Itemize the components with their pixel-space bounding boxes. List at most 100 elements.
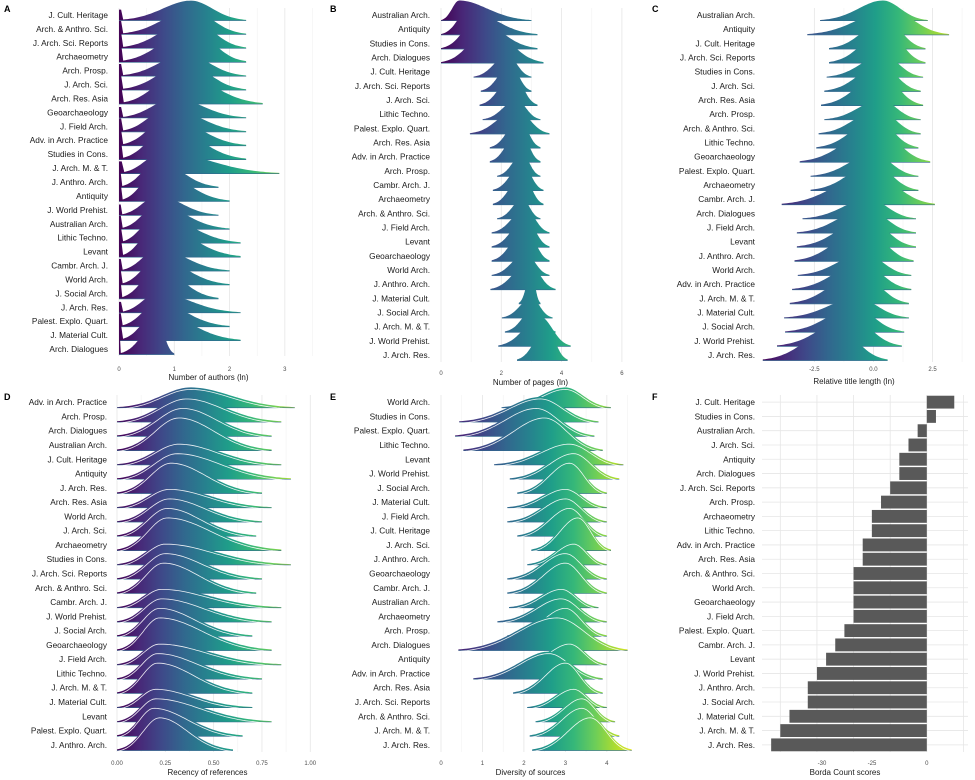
category-label-j-arch-m-t: J. Arch. M. & T.	[51, 683, 107, 693]
ridge-j-cult-heritage	[119, 0, 247, 21]
ridge-median-line	[459, 398, 599, 424]
bar-j-arch-m-t	[780, 724, 927, 738]
bar-adv-in-arch-practice	[862, 538, 927, 552]
category-label-arch-dialogues: Arch. Dialogues	[371, 53, 430, 63]
category-label-cambr-arch-j: Cambr. Arch. J.	[50, 597, 107, 607]
category-label-arch-dialogues: Arch. Dialogues	[48, 426, 107, 436]
category-label-australian-arch: Australian Arch.	[372, 10, 430, 20]
x-tick-label: 4	[560, 371, 564, 377]
ridge-median-line	[116, 562, 257, 595]
panel-letter-f: F	[652, 392, 658, 402]
category-label-j-arch-sci-reports: J. Arch. Sci. Reports	[355, 697, 430, 707]
ridge-median-line	[116, 553, 263, 581]
category-label-australian-arch: Australian Arch.	[697, 10, 755, 20]
ridge-cambr-arch-j	[507, 561, 607, 594]
panel-f-bar-borda: F J. Cult. Heritage Studies in Cons. Austra…	[652, 392, 968, 777]
ridge-median-line	[116, 608, 253, 638]
x-axis-title: Diversity of sources	[496, 768, 566, 777]
category-label-j-social-arch: J. Social Arch.	[377, 483, 430, 493]
ridge-arch-prosp	[824, 99, 921, 120]
x-tick-label: 2	[522, 761, 526, 767]
x-tick-label: 2	[500, 371, 504, 377]
category-label-studies-in-cons: Studies in Cons.	[48, 149, 108, 159]
category-label-j-arch-m-t: J. Arch. M. & T.	[699, 293, 755, 303]
ridge-median-line	[116, 507, 257, 538]
category-label-j-social-arch: J. Social Arch.	[377, 307, 430, 317]
ridge-median-line	[497, 598, 607, 624]
category-label-arch-dialogues: Arch. Dialogues	[696, 469, 755, 479]
category-label-palest-explo-quart: Palest. Explo. Quart.	[679, 626, 755, 636]
category-label-adv-in-arch-practice: Adv. in Arch. Practice	[29, 397, 108, 407]
category-label-j-arch-m-t: J. Arch. M. & T.	[374, 726, 430, 736]
bar-j-material-cult	[789, 709, 927, 723]
ridge-j-cult-heritage	[473, 54, 532, 78]
x-tick-label: 1	[173, 367, 177, 373]
category-label-palest-explo-quart: Palest. Explo. Quart.	[31, 726, 107, 736]
ridge-median-line	[458, 617, 628, 652]
category-label-arch-dialogues: Arch. Dialogues	[371, 640, 430, 650]
category-label-cambr-arch-j: Cambr. Arch. J.	[51, 261, 108, 271]
ridge-median-line	[116, 517, 282, 552]
ridge-median-line	[509, 453, 620, 481]
ridge-lithic-techno	[463, 416, 603, 451]
ridge-cambr-arch-j	[781, 172, 935, 205]
ridge-median-line	[116, 717, 234, 752]
category-label-j-arch-res: J. Arch. Res.	[708, 740, 755, 750]
ridge-median-line	[517, 507, 607, 538]
category-label-j-cult-heritage: J. Cult. Heritage	[371, 67, 431, 77]
category-label-arch-res-asia: Arch. Res. Asia	[51, 93, 108, 103]
x-tick-label: 4	[605, 761, 609, 767]
category-label-palest-explo-quart: Palest. Explo. Quart.	[679, 166, 755, 176]
category-label-adv-in-arch-practice: Adv. in Arch. Practice	[352, 152, 431, 162]
category-label-archaeometry: Archaeometry	[56, 52, 108, 62]
ridge-median-line	[527, 543, 607, 567]
ridge-median-line	[507, 498, 607, 524]
ridge-median-line	[116, 443, 282, 467]
category-label-antiquity: Antiquity	[76, 191, 109, 201]
ridge-arch-dialogues	[441, 28, 544, 64]
category-label-arch-anthro-sci: Arch. & Anthro. Sci.	[36, 24, 108, 34]
ridge-arch-res-asia	[513, 661, 603, 694]
x-tick-label: 6	[620, 371, 624, 377]
category-label-j-cult-heritage: J. Cult. Heritage	[696, 397, 756, 407]
category-label-j-arch-sci: J. Arch. Sci.	[386, 95, 430, 105]
category-label-arch-anthro-sci: Arch. & Anthro. Sci.	[683, 123, 755, 133]
category-label-j-material-cult: J. Material Cult.	[372, 497, 430, 507]
category-label-arch-anthro-sci: Arch. & Anthro. Sci.	[358, 208, 430, 218]
category-label-archaeometry: Archaeometry	[703, 180, 755, 190]
category-label-geoarchaeology: Geoarchaeology	[694, 597, 756, 607]
bar-j-social-arch	[807, 695, 927, 709]
category-label-world-arch: World Arch.	[387, 265, 430, 275]
ridge-median-line	[116, 662, 253, 695]
ridge-geoarchaeology	[491, 227, 550, 262]
x-tick-label: 1	[481, 761, 485, 767]
ridge-median-line	[507, 488, 607, 510]
category-label-arch-res-asia: Arch. Res. Asia	[373, 683, 430, 693]
category-label-studies-in-cons: Studies in Cons.	[695, 411, 755, 421]
ridge-median-line	[116, 688, 253, 710]
category-label-j-field-arch: J. Field Arch.	[382, 222, 430, 232]
category-label-levant: Levant	[730, 237, 756, 247]
ridge-median-line	[116, 388, 295, 410]
category-label-geoarchaeology: Geoarchaeology	[46, 640, 108, 650]
ridge-median-line	[116, 498, 263, 524]
category-label-arch-prosp: Arch. Prosp.	[61, 411, 107, 421]
category-label-antiquity: Antiquity	[398, 24, 431, 34]
x-axis-title: Number of authors (ln)	[168, 373, 248, 382]
category-label-antiquity: Antiquity	[723, 24, 756, 34]
category-label-archaeometry: Archaeometry	[55, 540, 107, 550]
category-label-j-social-arch: J. Social Arch.	[702, 322, 755, 332]
ridge-median-line	[116, 589, 282, 610]
ridge-median-line	[116, 408, 272, 438]
category-label-cambr-arch-j: Cambr. Arch. J.	[373, 180, 430, 190]
category-label-studies-in-cons: Studies in Cons.	[47, 554, 107, 564]
category-label-j-arch-sci-reports: J. Arch. Sci. Reports	[355, 81, 430, 91]
ridge-j-arch-m-t	[789, 271, 909, 304]
ridge-j-anthro-arch	[117, 715, 233, 751]
ridge-geoarchaeology	[119, 98, 247, 118]
category-label-j-world-prehist: J. World Prehist.	[694, 336, 755, 346]
category-label-arch-anthro-sci: Arch. & Anthro. Sci.	[35, 583, 107, 593]
category-label-j-arch-sci: J. Arch. Sci.	[64, 80, 108, 90]
category-label-j-social-arch: J. Social Arch.	[55, 288, 108, 298]
ridge-archaeometry	[492, 172, 544, 205]
